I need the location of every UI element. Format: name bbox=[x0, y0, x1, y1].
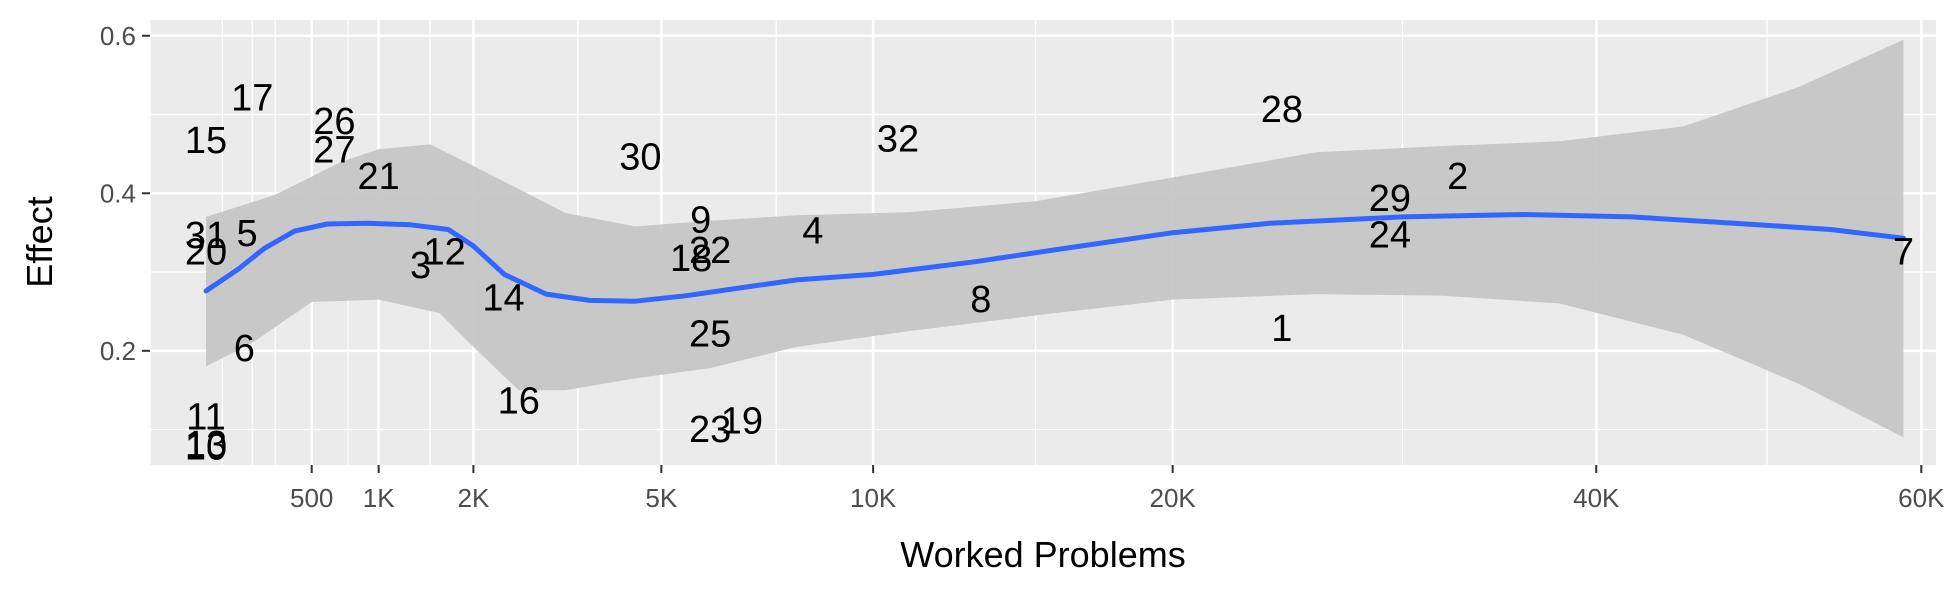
point-label-6: 6 bbox=[234, 328, 255, 370]
point-labels-layer: 1234567891011121314151617181920212223242… bbox=[185, 77, 1914, 468]
y-axis: 0.2 0.4 0.6 bbox=[100, 21, 150, 366]
point-label-8: 8 bbox=[970, 279, 991, 321]
point-label-17: 17 bbox=[231, 77, 273, 119]
point-label-24: 24 bbox=[1369, 214, 1411, 256]
x-axis: 500 1K 2K 5K 10K 20K 40K 60K bbox=[290, 465, 1945, 513]
point-label-14: 14 bbox=[482, 277, 524, 319]
point-label-7: 7 bbox=[1893, 232, 1914, 274]
point-label-29: 29 bbox=[1369, 178, 1411, 220]
point-label-2: 2 bbox=[1447, 156, 1468, 198]
y-tick-label: 0.6 bbox=[100, 21, 136, 51]
y-axis-title: Effect bbox=[19, 196, 60, 287]
point-label-18: 18 bbox=[670, 238, 712, 280]
point-label-16: 16 bbox=[498, 381, 540, 423]
point-label-21: 21 bbox=[358, 156, 400, 198]
point-label-13: 13 bbox=[185, 424, 227, 466]
confidence-band-layer bbox=[206, 39, 1904, 438]
x-tick-label: 60K bbox=[1898, 483, 1945, 513]
smooth-curve bbox=[203, 212, 1906, 304]
y-tick-label: 0.2 bbox=[100, 336, 136, 366]
x-axis-title: Worked Problems bbox=[900, 534, 1185, 575]
x-tick-label: 10K bbox=[850, 483, 897, 513]
smooth-curve-layer bbox=[203, 212, 1906, 304]
point-label-11: 11 bbox=[186, 396, 225, 438]
y-tick-label: 0.4 bbox=[100, 178, 136, 208]
point-label-26: 26 bbox=[313, 101, 355, 143]
point-label-4: 4 bbox=[802, 210, 823, 252]
x-tick-label: 20K bbox=[1150, 483, 1197, 513]
confidence-band bbox=[206, 39, 1904, 438]
x-tick-label: 500 bbox=[290, 483, 333, 513]
point-label-23: 23 bbox=[689, 409, 731, 451]
x-tick-label: 2K bbox=[457, 483, 489, 513]
point-label-9: 9 bbox=[690, 199, 711, 241]
point-label-32: 32 bbox=[877, 118, 919, 160]
point-label-28: 28 bbox=[1261, 89, 1303, 131]
point-label-3: 3 bbox=[410, 245, 431, 287]
point-label-30: 30 bbox=[619, 136, 661, 178]
point-label-19: 19 bbox=[721, 400, 763, 442]
point-label-22: 22 bbox=[689, 230, 731, 272]
point-label-12: 12 bbox=[423, 232, 465, 274]
x-tick-label: 40K bbox=[1573, 483, 1620, 513]
point-label-31: 31 bbox=[185, 215, 227, 257]
point-label-1: 1 bbox=[1271, 308, 1292, 350]
point-label-15: 15 bbox=[185, 120, 227, 162]
x-tick-label: 5K bbox=[645, 483, 677, 513]
point-label-25: 25 bbox=[689, 314, 731, 356]
point-label-10: 10 bbox=[185, 426, 227, 468]
point-label-27: 27 bbox=[313, 129, 355, 171]
x-tick-label: 1K bbox=[363, 483, 395, 513]
point-label-20: 20 bbox=[185, 232, 227, 274]
point-label-5: 5 bbox=[236, 213, 257, 255]
